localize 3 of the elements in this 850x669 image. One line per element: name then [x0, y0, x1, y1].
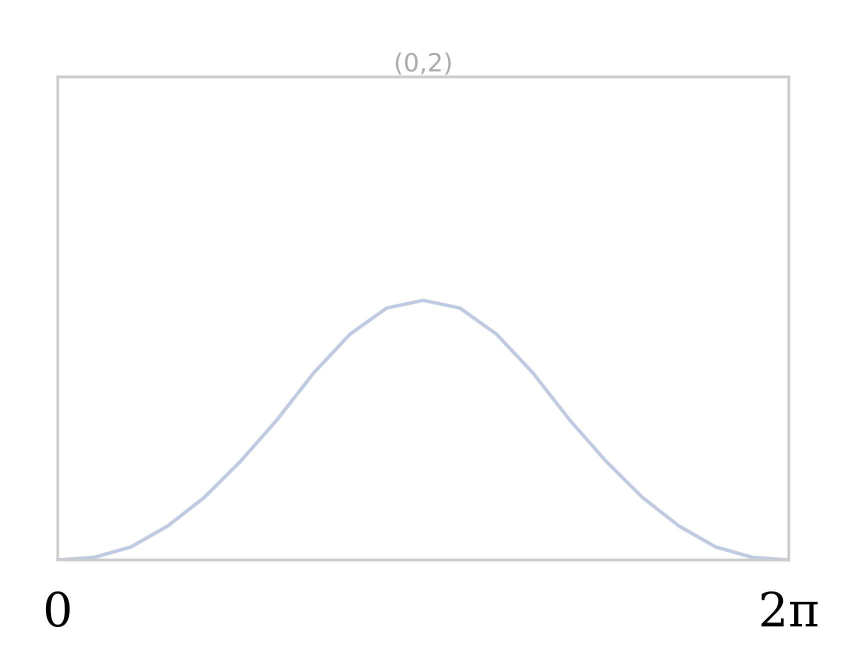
x-tick-label: 2π — [761, 591, 818, 626]
chart-title: (0,2) — [396, 52, 451, 75]
x-tick-label: 0 — [46, 591, 70, 628]
